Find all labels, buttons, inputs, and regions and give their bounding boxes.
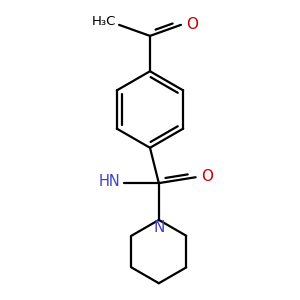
Text: H₃C: H₃C xyxy=(92,15,116,28)
Text: O: O xyxy=(201,169,213,184)
Text: HN: HN xyxy=(99,174,121,189)
Text: O: O xyxy=(186,16,198,32)
Text: N: N xyxy=(153,220,164,235)
